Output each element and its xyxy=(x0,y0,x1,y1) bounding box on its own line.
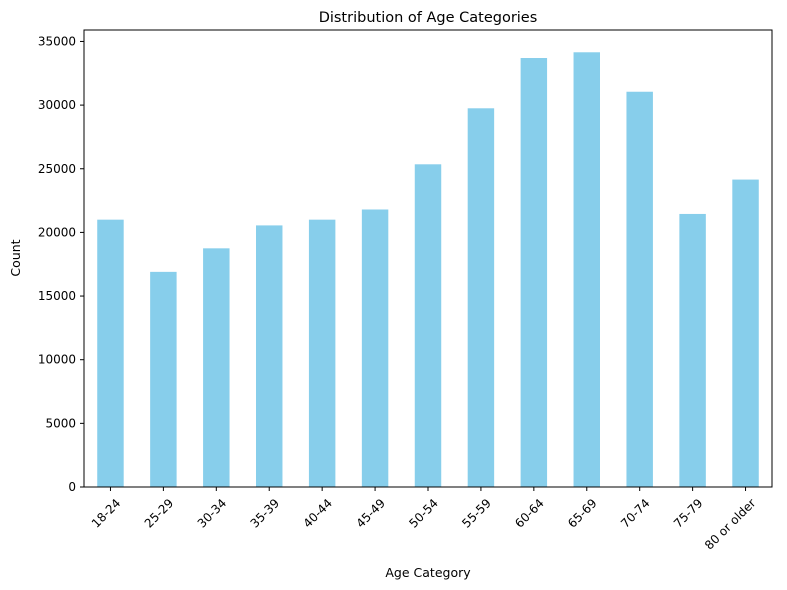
bars-group xyxy=(97,52,759,488)
y-axis-label: Count xyxy=(8,239,23,276)
bar-30-34 xyxy=(203,248,230,487)
y-tick-label: 35000 xyxy=(38,34,76,48)
y-tick-label: 30000 xyxy=(38,98,76,112)
y-tick-label: 5000 xyxy=(45,416,76,430)
bar-35-39 xyxy=(256,225,283,487)
bar-25-29 xyxy=(150,271,177,487)
y-tick-label: 25000 xyxy=(38,162,76,176)
bar-75-79 xyxy=(679,213,706,487)
y-axis: 0 5000 10000 15000 20000 25000 30000 35000 xyxy=(38,34,84,494)
x-tick-label: 75-79 xyxy=(671,496,706,531)
x-tick-label: 45-49 xyxy=(353,496,388,531)
x-tick-label: 30-34 xyxy=(195,496,230,531)
x-tick-label: 35-39 xyxy=(248,496,283,531)
bar-40-44 xyxy=(308,219,336,488)
bar-80-or-older xyxy=(732,179,759,487)
x-tick-label: 55-59 xyxy=(459,496,494,531)
chart-title: Distribution of Age Categories xyxy=(319,10,538,26)
x-tick-label: 70-74 xyxy=(618,496,653,531)
bar-55-59 xyxy=(467,108,495,487)
x-tick-label: 60-64 xyxy=(512,496,547,531)
x-axis-label: Age Category xyxy=(385,565,471,580)
bar-18-24 xyxy=(97,219,124,488)
x-axis: 18-24 25-29 30-34 35-39 40-44 45-49 50-54 55-59… xyxy=(89,487,758,552)
x-tick-label: 65-69 xyxy=(565,496,600,531)
y-tick-label: 0 xyxy=(68,480,76,494)
x-tick-label: 25-29 xyxy=(142,496,177,531)
bar-45-49 xyxy=(361,209,389,488)
x-tick-label: 50-54 xyxy=(406,496,441,531)
bar-60-64 xyxy=(520,58,548,487)
x-tick-label: 80 or older xyxy=(702,496,758,552)
bar-70-74 xyxy=(626,91,653,488)
x-tick-label: 18-24 xyxy=(89,496,124,531)
y-tick-label: 10000 xyxy=(38,353,76,367)
bar-65-69 xyxy=(573,52,600,487)
x-tick-label: 40-44 xyxy=(301,496,336,531)
y-tick-label: 20000 xyxy=(38,225,76,239)
bar-50-54 xyxy=(414,164,442,488)
plot-frame xyxy=(83,29,773,488)
y-tick-label: 15000 xyxy=(38,289,76,303)
